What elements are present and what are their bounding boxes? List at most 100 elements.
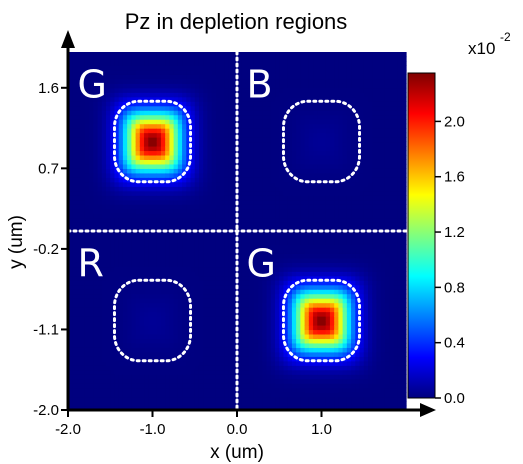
heatmap-cell xyxy=(80,190,86,196)
heatmap-cell xyxy=(203,154,209,160)
heatmap-cell xyxy=(203,338,209,344)
heatmap-cell xyxy=(173,172,179,178)
heatmap-cell xyxy=(165,199,170,205)
heatmap-cell xyxy=(190,289,196,295)
heatmap-cell xyxy=(84,293,90,299)
heatmap-cell xyxy=(97,239,103,246)
heatmap-cell xyxy=(93,217,99,223)
heatmap-cell xyxy=(220,235,225,241)
heatmap-cell xyxy=(144,298,149,304)
heatmap-cell xyxy=(110,199,116,205)
heatmap-cell xyxy=(237,141,242,147)
heatmap-cell xyxy=(215,347,221,353)
heatmap-cell xyxy=(84,333,90,339)
heatmap-cell xyxy=(308,293,314,299)
heatmap-cell xyxy=(97,253,103,259)
heatmap-cell xyxy=(97,365,103,371)
heatmap-cell xyxy=(279,177,285,183)
heatmap-cell xyxy=(72,266,78,272)
heatmap-cell xyxy=(241,213,247,219)
heatmap-cell xyxy=(220,132,225,138)
heatmap-cell xyxy=(275,159,280,165)
heatmap-cell xyxy=(156,123,162,129)
heatmap-cell xyxy=(317,365,323,371)
heatmap-cell xyxy=(160,199,166,205)
heatmap-cell xyxy=(80,271,86,277)
heatmap-cell xyxy=(156,172,162,178)
heatmap-cell xyxy=(93,284,99,290)
heatmap-cell xyxy=(68,316,73,322)
heatmap-cell xyxy=(266,383,272,389)
heatmap-cell xyxy=(266,396,272,402)
heatmap-cell xyxy=(207,280,213,286)
heatmap-cell xyxy=(114,383,120,389)
heatmap-cell xyxy=(156,177,162,183)
heatmap-cell xyxy=(245,333,251,339)
heatmap-cell xyxy=(190,338,196,344)
heatmap-cell xyxy=(283,105,289,111)
heatmap-cell xyxy=(186,83,192,89)
heatmap-cell xyxy=(207,405,213,411)
heatmap-cell xyxy=(258,280,263,286)
heatmap-cell xyxy=(101,266,107,272)
heatmap-cell xyxy=(329,248,335,254)
heatmap-cell xyxy=(148,253,154,259)
heatmap-cell xyxy=(97,181,103,187)
heatmap-cell xyxy=(228,356,234,362)
heatmap-cell xyxy=(144,150,149,156)
heatmap-cell xyxy=(237,392,242,398)
heatmap-cell xyxy=(93,271,99,277)
heatmap-cell xyxy=(97,257,103,263)
heatmap-cell xyxy=(224,190,230,196)
heatmap-cell xyxy=(237,275,242,281)
heatmap-cell xyxy=(203,163,209,169)
heatmap-cell xyxy=(127,186,132,192)
heatmap-cell xyxy=(321,293,327,299)
heatmap-cell xyxy=(215,145,221,152)
heatmap-cell xyxy=(110,110,116,116)
heatmap-cell xyxy=(291,298,297,304)
heatmap-cell xyxy=(224,231,230,237)
heatmap-cell xyxy=(266,101,272,107)
heatmap-cell xyxy=(262,74,268,80)
heatmap-cell xyxy=(317,101,323,107)
heatmap-cell xyxy=(207,141,213,147)
heatmap-cell xyxy=(118,324,124,331)
heatmap-cell xyxy=(122,280,128,286)
heatmap-cell xyxy=(270,222,276,228)
heatmap-cell xyxy=(173,275,179,281)
heatmap-cell xyxy=(249,311,255,317)
heatmap-cell xyxy=(232,128,238,134)
heatmap-cell xyxy=(308,181,314,187)
heatmap-cell xyxy=(190,204,196,210)
heatmap-cell xyxy=(241,342,247,348)
heatmap-cell xyxy=(152,365,158,371)
heatmap-cell xyxy=(139,351,145,357)
heatmap-cell xyxy=(160,172,166,178)
heatmap-cell xyxy=(156,383,162,389)
heatmap-cell xyxy=(304,244,310,250)
heatmap-cell xyxy=(313,83,318,89)
heatmap-cell xyxy=(258,387,263,393)
heatmap-cell xyxy=(262,356,268,362)
heatmap-cell xyxy=(148,65,154,71)
heatmap-cell xyxy=(190,342,196,348)
heatmap-cell xyxy=(245,181,251,187)
heatmap-cell xyxy=(300,302,306,308)
heatmap-cell xyxy=(215,257,221,263)
heatmap-cell xyxy=(228,280,234,286)
heatmap-cell xyxy=(84,284,90,290)
heatmap-cell xyxy=(245,101,251,107)
heatmap-cell xyxy=(325,92,331,98)
heatmap-cell xyxy=(84,316,90,322)
heatmap-cell xyxy=(241,154,247,160)
heatmap-cell xyxy=(228,374,234,380)
heatmap-cell xyxy=(72,369,78,375)
heatmap-cell xyxy=(144,360,149,366)
heatmap-cell xyxy=(211,52,217,58)
heatmap-cell xyxy=(313,110,318,116)
heatmap-cell xyxy=(156,360,162,366)
heatmap-cell xyxy=(287,266,293,272)
heatmap-cell xyxy=(165,56,170,62)
heatmap-cell xyxy=(296,356,301,362)
